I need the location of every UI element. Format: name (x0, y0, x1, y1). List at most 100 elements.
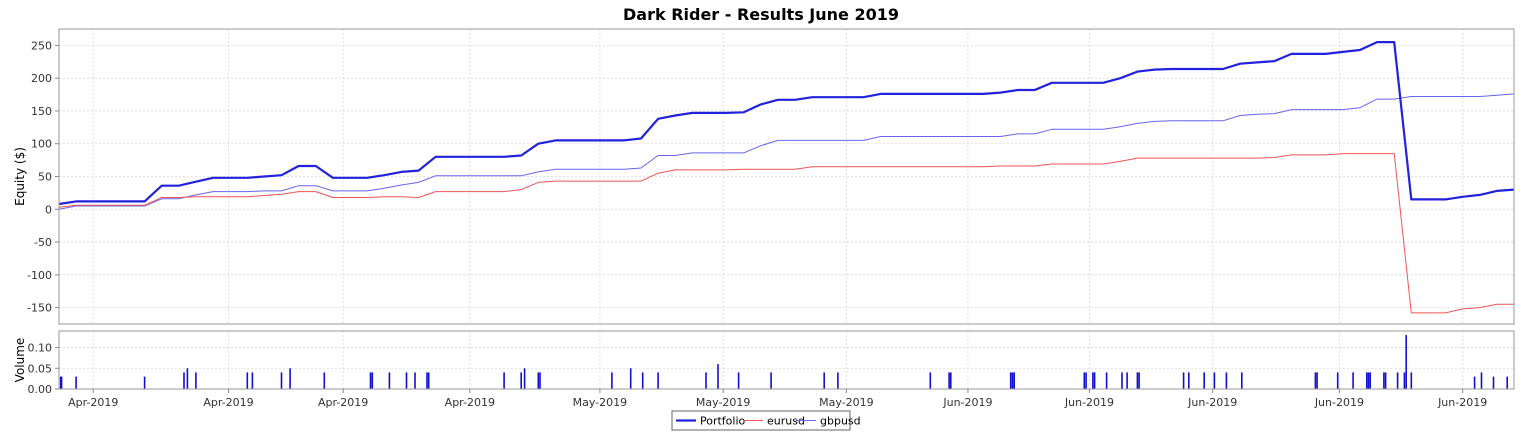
equity-plot-border (58, 28, 1515, 325)
volume-bar (414, 372, 416, 389)
volume-bar (950, 372, 952, 389)
volume-bar (1009, 372, 1012, 389)
series-line-eurusd (58, 153, 1514, 314)
volume-bar (1352, 372, 1354, 389)
equity-plot: 250 200 150 100 50 0 -50 -100 -150 Equity ($) (13, 28, 1515, 325)
volume-bar (539, 372, 541, 389)
volume-bar (1225, 372, 1228, 389)
equity-y-tick-label: -150 (27, 302, 52, 315)
x-tick-label: May-2019 (696, 396, 751, 409)
volume-bar (1126, 372, 1128, 389)
volume-bar (251, 372, 254, 389)
volume-bar (183, 372, 185, 389)
volume-bar (657, 372, 659, 389)
x-tick-label: Jun-2019 (1314, 396, 1364, 409)
volume-bar (1136, 372, 1139, 389)
volume-bar (1383, 372, 1385, 389)
legend-label-eurusd: eurusd (767, 415, 805, 428)
volume-bar (60, 376, 63, 389)
equity-y-tick-label: -100 (27, 269, 52, 282)
chart-title: Dark Rider - Results June 2019 (623, 5, 899, 24)
volume-bar (641, 372, 644, 389)
volume-bar (629, 368, 632, 389)
volume-bar (186, 368, 189, 389)
volume-bar (737, 372, 740, 389)
volume-bar (1316, 372, 1318, 389)
volume-bar (1013, 372, 1015, 389)
series-line-portfolio (58, 40, 1515, 206)
volume-bar (1336, 372, 1339, 389)
volume-bar (520, 372, 522, 389)
volume-bar (837, 372, 839, 389)
volume-bar (1369, 372, 1371, 389)
volume-bar (280, 372, 283, 389)
volume-bar (770, 372, 772, 389)
volume-plot-background (59, 331, 1514, 389)
x-tick-label: Jun-2019 (942, 396, 992, 409)
x-axis: Apr-2019 Apr-2019 Apr-2019 Apr-2019 May-2019… (68, 389, 1487, 409)
volume-y-tick-label: 0.10 (28, 342, 53, 355)
equity-y-tick-label: 100 (31, 138, 52, 151)
volume-bar (369, 372, 372, 389)
volume-bar (537, 372, 540, 389)
volume-bar (1121, 372, 1123, 389)
x-tick-label: Apr-2019 (68, 396, 118, 409)
volume-bar (1182, 372, 1185, 389)
volume-bar (1188, 372, 1190, 389)
series-line-gbpusd (58, 93, 1515, 210)
equity-y-tick-label: 250 (31, 39, 52, 52)
volume-bar (1138, 372, 1140, 389)
volume-bar (388, 372, 391, 389)
volume-bar (823, 372, 825, 389)
volume-bar (1203, 372, 1205, 389)
volume-bar (143, 376, 146, 389)
volume-bar (929, 372, 932, 389)
volume-bar (1092, 372, 1094, 389)
volume-bar (1213, 372, 1216, 389)
equity-y-tick-label: -50 (34, 236, 52, 249)
x-tick-label: May-2019 (573, 396, 628, 409)
volume-bar (1093, 372, 1096, 389)
volume-bar (948, 372, 950, 389)
volume-bar (1314, 372, 1317, 389)
volume-bar (611, 372, 613, 389)
volume-bar (1367, 372, 1370, 389)
volume-bar (1396, 372, 1399, 389)
equity-y-tick-label: 200 (31, 72, 52, 85)
x-tick-label: Apr-2019 (203, 396, 253, 409)
legend-label-portfolio: Portfolio (700, 415, 746, 428)
volume-bar (1506, 376, 1508, 389)
volume-bar (405, 372, 408, 389)
volume-bar (59, 376, 62, 389)
volume-bar (1492, 376, 1495, 389)
volume-bar (1410, 372, 1413, 389)
volume-bar (1384, 372, 1387, 389)
equity-y-tick-label: 150 (31, 105, 52, 118)
volume-bar (523, 368, 526, 389)
x-tick-label: Jun-2019 (1187, 396, 1237, 409)
equity-y-axis-label: Equity ($) (13, 147, 27, 206)
volume-y-tick-label: 0.05 (28, 362, 53, 375)
volume-bar (75, 376, 77, 389)
legend-label-gbpusd: gbpusd (820, 415, 861, 428)
x-tick-label: Apr-2019 (445, 396, 495, 409)
volume-bar (1405, 335, 1407, 389)
volume-bar (246, 372, 249, 389)
volume-bar (705, 372, 707, 389)
volume-bar (1105, 372, 1108, 389)
equity-y-tick-label: 50 (38, 171, 52, 184)
volume-bar (503, 372, 505, 389)
x-tick-label: May-2019 (819, 396, 874, 409)
x-tick-label: Apr-2019 (318, 396, 368, 409)
volume-bar (1085, 372, 1087, 389)
legend: Portfolio eurusd gbpusd (671, 410, 861, 431)
volume-bar (195, 372, 197, 389)
x-tick-label: Jun-2019 (1437, 396, 1487, 409)
volume-bar (1011, 372, 1014, 389)
volume-bar (289, 368, 291, 389)
volume-bar (1473, 376, 1476, 389)
volume-bar (717, 364, 719, 389)
